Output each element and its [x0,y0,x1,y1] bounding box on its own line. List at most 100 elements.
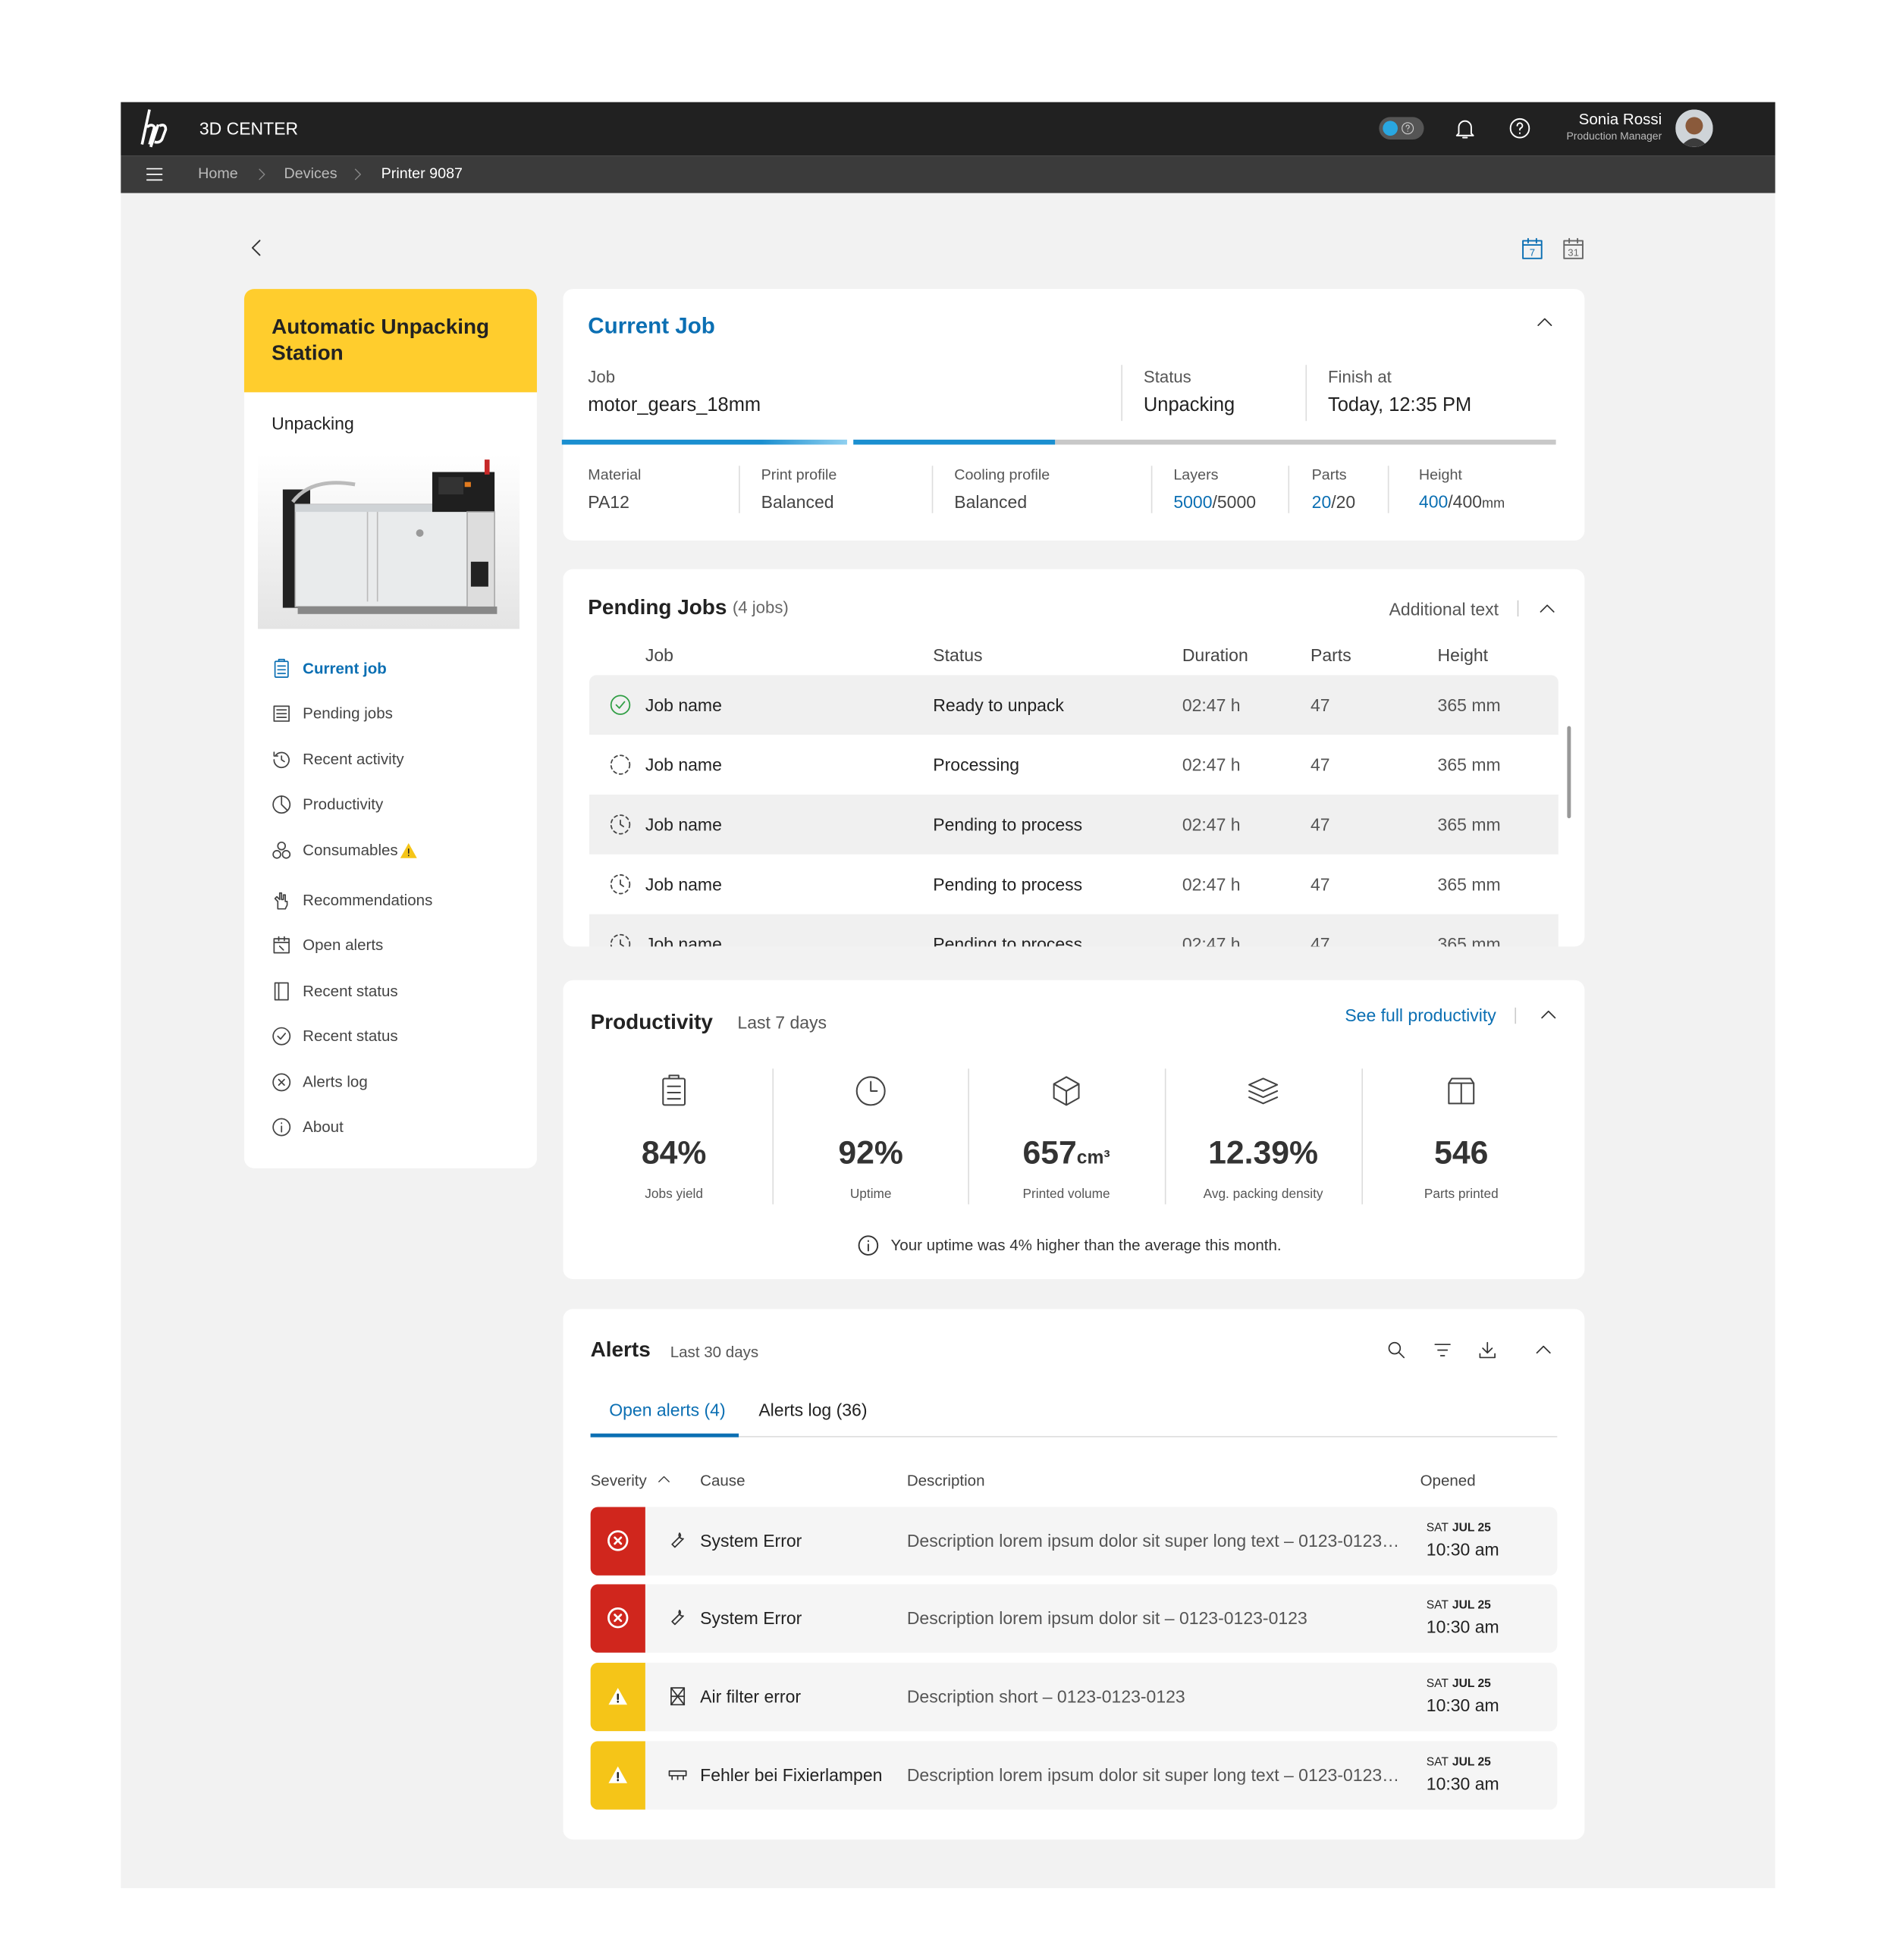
alert-row[interactable]: Air filter error Description short – 0123… [590,1662,1558,1732]
opened-date: SAT JUL 25 [1427,1521,1491,1536]
device-title: Automatic Unpacking Station [272,315,490,365]
cause-icon [667,1764,689,1786]
nav-icon [270,839,293,862]
separator [1517,600,1519,617]
nav-item[interactable]: Pending jobs [303,704,393,723]
job-cell: Job name [645,754,722,775]
nav-item[interactable]: Alerts log [303,1073,368,1091]
detail-label: Layers [1173,466,1219,484]
job-cell: Pending to process [933,933,1083,947]
detail-total: /400 [1448,491,1483,512]
job-row[interactable]: Job name Processing 02:47 h 47 365 mm [589,735,1559,795]
theme-toggle[interactable] [1379,117,1424,140]
stat-unit: cm³ [1076,1146,1110,1168]
see-full-link[interactable]: See full productivity [1345,1005,1496,1025]
job-row[interactable]: Job name Ready to unpack 02:47 h 47 365 mm [589,675,1559,735]
avatar[interactable] [1675,109,1713,147]
sort-icon[interactable] [655,1471,673,1488]
column-header: Status [933,644,983,666]
tab-baseline [590,1435,1558,1438]
job-cell: 47 [1311,933,1330,947]
detail-label: Parts [1311,466,1347,484]
card-title: Productivity [590,1010,713,1034]
nav-item[interactable]: Current job [303,660,387,678]
toggle-knob [1383,121,1398,136]
date: JUL 25 [1452,1598,1491,1613]
stat-value: 84% [641,1133,707,1171]
collapse-button[interactable] [1533,312,1556,334]
stat-icon [1245,1072,1282,1109]
stat-label: Avg. packing density [1203,1187,1323,1203]
divider [1361,1068,1364,1205]
job-row[interactable]: Job name Pending to process 02:47 h 47 365 m… [589,794,1559,855]
detail-label: Material [588,466,642,484]
nav-item[interactable]: Recommendations [303,891,433,909]
opened-time: 10:30 am [1426,1773,1499,1794]
alert-row[interactable]: Fehler bei Fixierlampen Description lorem… [590,1741,1558,1810]
tab[interactable]: Open alerts (4) [609,1400,726,1420]
detail-value: Balanced [954,491,1028,513]
alert-row[interactable]: System Error Description lorem ipsum dolo… [590,1507,1558,1576]
user-name: Sonia Rossi [1578,110,1662,128]
help-button[interactable] [1508,116,1533,141]
back-button[interactable] [244,235,269,260]
breadcrumb-item[interactable]: Devices [284,164,337,182]
cause-icon [667,1607,689,1629]
stat-icon [1047,1072,1085,1109]
divider [1305,365,1307,422]
chevUp-button[interactable] [1532,1339,1555,1362]
calendar-view-button[interactable] [1520,237,1545,262]
calendar-view-button[interactable] [1561,237,1586,262]
download-button[interactable] [1476,1339,1499,1362]
breadcrumb-item[interactable]: Home [198,164,238,182]
divider [739,466,740,513]
job-cell: 365 mm [1437,874,1501,895]
date: JUL 25 [1452,1521,1491,1535]
nav-item[interactable]: Productivity [303,795,384,814]
card-title: Pending Jobs [588,595,727,619]
job-row[interactable]: Job name Pending to process 02:47 h 47 365 m… [589,914,1559,947]
column-header: Job [645,644,673,666]
alert-row[interactable]: System Error Description lorem ipsum dolo… [590,1584,1558,1653]
opened-date: SAT JUL 25 [1426,1676,1491,1692]
job-cell: Job name [645,814,722,835]
nav-item[interactable]: Consumables [303,842,398,860]
calendar-view-label: 7 [1529,246,1536,259]
nav-item[interactable]: About [303,1118,344,1136]
column-header: Cause [700,1472,746,1490]
nav-item[interactable]: Recent status [303,1027,398,1045]
job-count: (4 jobs) [732,597,789,617]
field-label: Finish at [1328,367,1392,387]
nav-item[interactable]: Open alerts [303,936,384,954]
opened-time: 10:30 am [1426,1539,1499,1560]
nav-item[interactable]: Recent activity [303,751,404,769]
stat-value: 12.39% [1208,1133,1319,1171]
collapse-button[interactable] [1537,1004,1560,1027]
divider [1288,466,1290,513]
job-state-icon [608,812,633,837]
description: Description lorem ipsum dolor sit super … [906,1764,1403,1785]
detail-total: /20 [1331,491,1356,513]
notifications-button[interactable] [1452,116,1477,141]
filter-button[interactable] [1431,1339,1454,1362]
tab[interactable]: Alerts log (36) [758,1400,868,1420]
cause-icon [667,1685,689,1708]
job-row[interactable]: Job name Pending to process 02:47 h 47 365 m… [589,854,1559,914]
day: SAT [1426,1676,1449,1691]
nav-item[interactable]: Recent status [303,982,398,1000]
day: SAT [1426,1755,1449,1770]
stat-value: 92% [838,1133,903,1171]
collapse-button[interactable] [1536,597,1559,620]
divider [772,1068,774,1205]
job-cell: Ready to unpack [933,695,1064,715]
detail-label: Print profile [761,466,837,484]
nav-icon [270,980,293,1003]
menu-button[interactable] [143,163,166,186]
scrollbar [1567,726,1571,819]
description: Description lorem ipsum dolor sit super … [906,1530,1403,1551]
job-state-icon [608,692,633,717]
calendar-view-label: 31 [1568,246,1579,259]
job-cell: Pending to process [933,814,1083,835]
search-button[interactable] [1386,1339,1408,1362]
nav-icon [270,889,293,912]
